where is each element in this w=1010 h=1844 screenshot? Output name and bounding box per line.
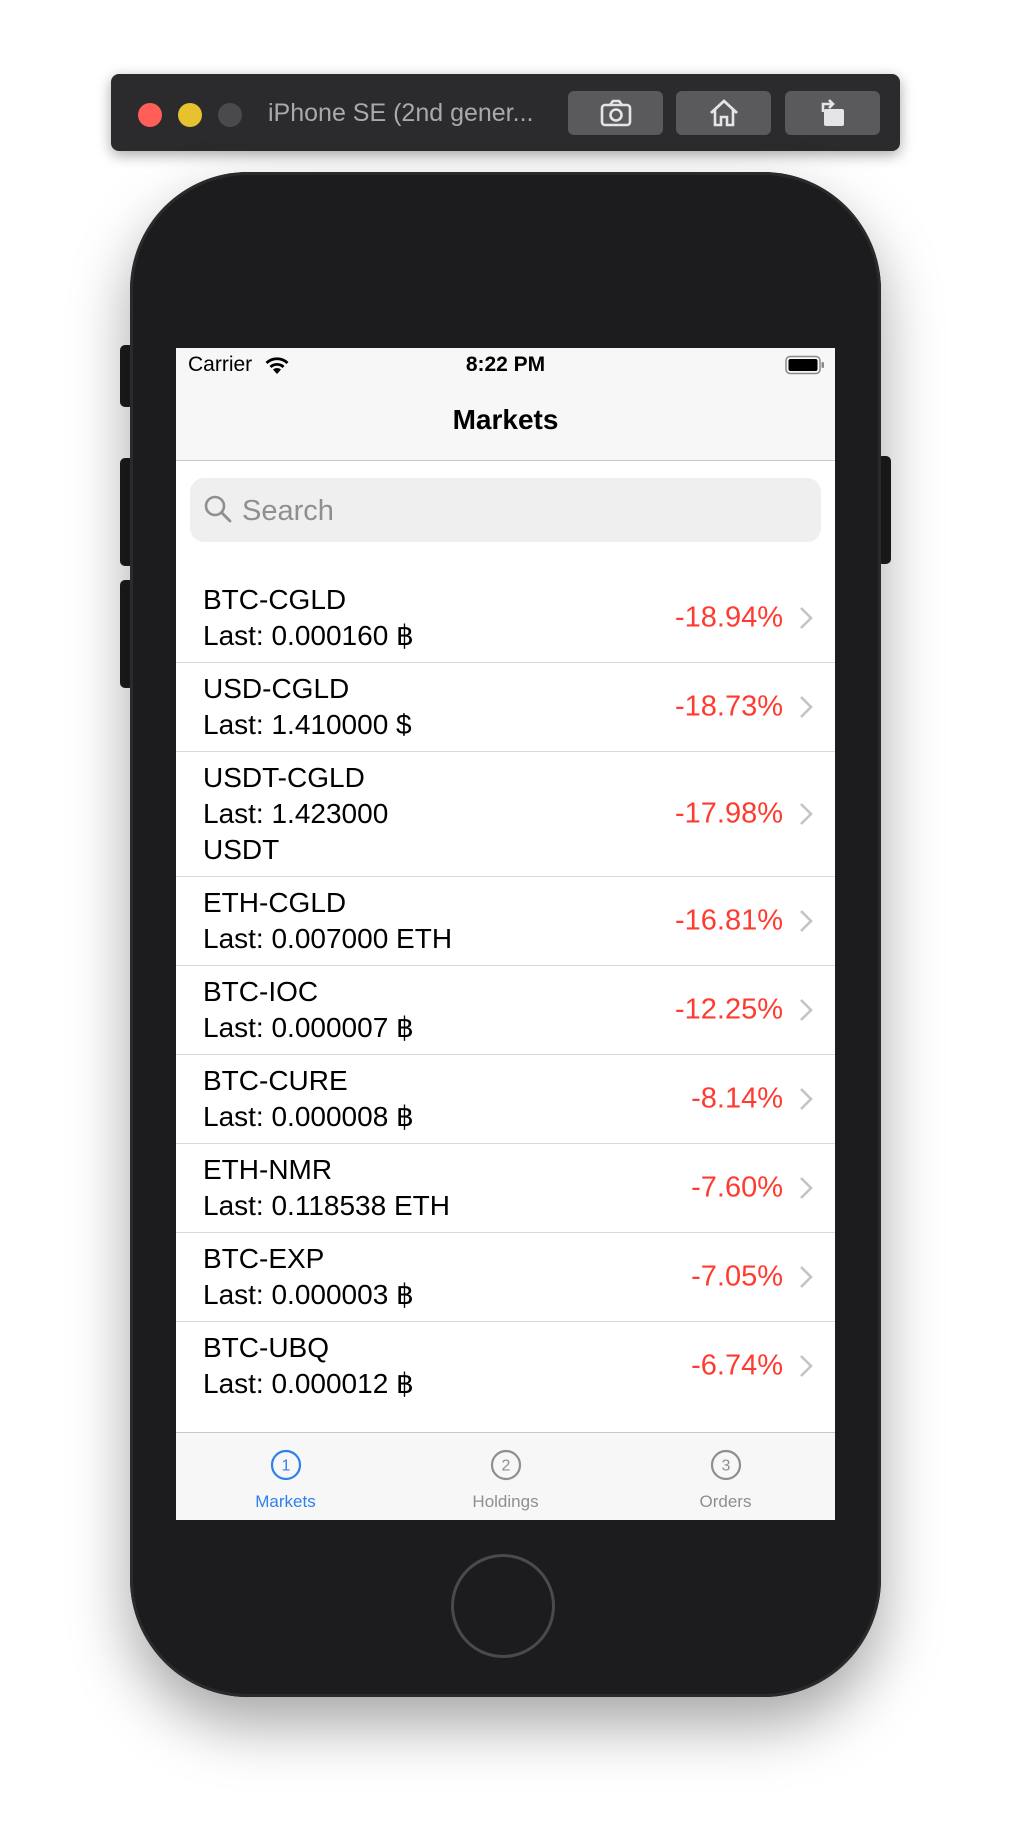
chevron-right-icon bbox=[800, 607, 813, 629]
tab-orders-number: 3 bbox=[722, 1458, 731, 1475]
market-last-price: Last: 0.000003 ฿ bbox=[203, 1279, 414, 1310]
tab-orders[interactable]: 3 Orders bbox=[616, 1433, 835, 1520]
tab-holdings-number: 2 bbox=[502, 1458, 511, 1475]
market-info: ETH-CGLD Last: 0.007000 ETH bbox=[176, 877, 503, 965]
rotate-button[interactable] bbox=[785, 91, 880, 135]
list-item[interactable]: BTC-IOC Last: 0.000007 ฿ -12.25% bbox=[176, 966, 835, 1055]
market-change: -12.25% bbox=[674, 993, 783, 1026]
list-item[interactable]: BTC-CGLD Last: 0.000160 ฿ -18.94% bbox=[176, 574, 835, 663]
market-pair: USDT-CGLD bbox=[203, 762, 365, 793]
market-change: -18.94% bbox=[674, 601, 783, 634]
chevron-right-icon bbox=[800, 803, 813, 825]
market-change: -16.81% bbox=[674, 904, 783, 937]
chevron-right-icon bbox=[800, 999, 813, 1021]
tab-holdings[interactable]: 2 Holdings bbox=[396, 1433, 615, 1520]
market-change: -17.98% bbox=[674, 797, 783, 830]
market-change: -8.14% bbox=[691, 1082, 783, 1115]
tab-holdings-label: Holdings bbox=[472, 1492, 539, 1511]
market-last-price: Last: 0.000160 ฿ bbox=[203, 620, 414, 651]
market-pair: ETH-CGLD bbox=[203, 887, 347, 918]
tab-bar: 1 Markets 2 Holdings 3 Orders bbox=[176, 1432, 835, 1520]
market-last-price: Last: 0.118538 ETH bbox=[203, 1190, 450, 1221]
market-change: -7.05% bbox=[691, 1260, 783, 1293]
list-item[interactable]: BTC-CURE Last: 0.000008 ฿ -8.14% bbox=[176, 1055, 835, 1144]
minimize-window-button[interactable] bbox=[178, 103, 202, 127]
market-last-price: Last: 0.000008 ฿ bbox=[203, 1101, 414, 1132]
market-pair: BTC-EXP bbox=[203, 1243, 325, 1274]
market-change: -18.73% bbox=[674, 690, 783, 723]
wifi-icon bbox=[265, 357, 289, 374]
device-home-button[interactable] bbox=[451, 1554, 555, 1658]
market-pair: BTC-CURE bbox=[203, 1065, 348, 1096]
home-icon bbox=[709, 99, 738, 127]
simulator-titlebar: iPhone SE (2nd gener... bbox=[111, 74, 900, 151]
chevron-right-icon bbox=[800, 910, 813, 932]
rotate-icon bbox=[821, 99, 844, 126]
battery-icon bbox=[785, 355, 824, 375]
tab-orders-label: Orders bbox=[699, 1492, 752, 1511]
list-item[interactable]: USDT-CGLD Last: 1.423000 USDT -17.98% bbox=[176, 752, 835, 877]
search-icon bbox=[204, 495, 232, 523]
number-3-circle-icon: 3 bbox=[710, 1449, 742, 1481]
number-1-circle-icon: 1 bbox=[270, 1449, 302, 1481]
market-last-price: Last: 0.000012 ฿ bbox=[203, 1368, 414, 1399]
close-window-button[interactable] bbox=[138, 103, 162, 127]
zoom-window-button[interactable] bbox=[218, 103, 242, 127]
market-info: BTC-IOC Last: 0.000007 ฿ bbox=[176, 966, 503, 1054]
market-info: BTC-CURE Last: 0.000008 ฿ bbox=[176, 1055, 503, 1143]
list-item[interactable]: ETH-NMR Last: 0.118538 ETH -7.60% bbox=[176, 1144, 835, 1233]
chevron-right-icon bbox=[800, 1266, 813, 1288]
navigation-bar: Markets bbox=[176, 384, 835, 461]
number-2-circle-icon: 2 bbox=[490, 1449, 522, 1481]
tab-markets[interactable]: 1 Markets bbox=[176, 1433, 395, 1520]
market-pair: BTC-CGLD bbox=[203, 584, 347, 615]
market-last-price: Last: 1.423000 USDT bbox=[203, 798, 389, 865]
market-last-price: Last: 1.410000 $ bbox=[203, 709, 412, 740]
list-item[interactable]: USD-CGLD Last: 1.410000 $ -18.73% bbox=[176, 663, 835, 752]
market-change: -7.60% bbox=[691, 1171, 783, 1204]
tab-markets-label: Markets bbox=[255, 1492, 316, 1511]
markets-list: BTC-CGLD Last: 0.000160 ฿ -18.94% USD-CG… bbox=[176, 574, 835, 1410]
market-info: BTC-UBQ Last: 0.000012 ฿ bbox=[176, 1322, 503, 1410]
screenshot-button[interactable] bbox=[568, 91, 663, 135]
market-info: BTC-EXP Last: 0.000003 ฿ bbox=[176, 1233, 503, 1321]
market-pair: ETH-NMR bbox=[203, 1154, 333, 1185]
chevron-right-icon bbox=[800, 1088, 813, 1110]
chevron-right-icon bbox=[800, 696, 813, 718]
list-item[interactable]: ETH-CGLD Last: 0.007000 ETH -16.81% bbox=[176, 877, 835, 966]
market-info: USDT-CGLD Last: 1.423000 USDT bbox=[176, 752, 418, 876]
simulator-title: iPhone SE (2nd gener... bbox=[268, 99, 534, 127]
status-time: 8:22 PM bbox=[465, 353, 546, 376]
market-pair: BTC-IOC bbox=[203, 976, 319, 1007]
chevron-right-icon bbox=[800, 1177, 813, 1199]
list-item[interactable]: BTC-EXP Last: 0.000003 ฿ -7.05% bbox=[176, 1233, 835, 1322]
status-bar: Carrier 8:22 PM bbox=[176, 348, 835, 384]
carrier-label: Carrier bbox=[188, 353, 253, 376]
home-button[interactable] bbox=[676, 91, 771, 135]
camera-icon bbox=[600, 99, 631, 127]
market-info: BTC-CGLD Last: 0.000160 ฿ bbox=[176, 574, 503, 662]
market-pair: BTC-UBQ bbox=[203, 1332, 329, 1363]
search-bar[interactable] bbox=[190, 478, 821, 544]
market-info: USD-CGLD Last: 1.410000 $ bbox=[176, 663, 503, 751]
market-info: ETH-NMR Last: 0.118538 ETH bbox=[176, 1144, 503, 1232]
tab-markets-number: 1 bbox=[282, 1458, 291, 1475]
search-input[interactable] bbox=[240, 478, 804, 544]
market-pair: USD-CGLD bbox=[203, 673, 350, 704]
market-change: -6.74% bbox=[691, 1349, 783, 1382]
screen: Carrier 8:22 PM Markets BTC-CGLD Last: 0… bbox=[176, 348, 835, 1520]
page-title: Markets bbox=[452, 404, 559, 435]
chevron-right-icon bbox=[800, 1355, 813, 1377]
market-last-price: Last: 0.007000 ETH bbox=[203, 923, 453, 954]
market-last-price: Last: 0.000007 ฿ bbox=[203, 1012, 414, 1043]
list-item[interactable]: BTC-UBQ Last: 0.000012 ฿ -6.74% bbox=[176, 1322, 835, 1410]
